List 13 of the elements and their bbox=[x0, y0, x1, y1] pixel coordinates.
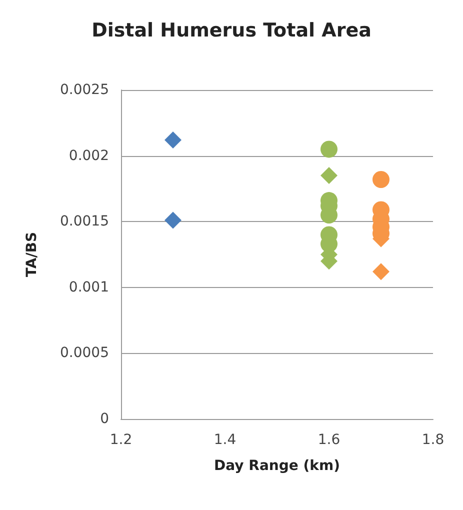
y-tick-label: 0 bbox=[100, 411, 109, 427]
y-tick-label: 0.0015 bbox=[60, 214, 109, 230]
y-tick-label: 0.002 bbox=[68, 148, 109, 164]
y-axis-title: TA/BS bbox=[24, 232, 40, 278]
y-tick-label: 0.0025 bbox=[60, 82, 109, 98]
y-tick-label: 0.0005 bbox=[60, 345, 109, 362]
x-tick-label: 1.8 bbox=[422, 432, 444, 448]
chart-title: Distal Humerus Total Area bbox=[92, 20, 372, 42]
x-tick-label: 1.6 bbox=[318, 432, 340, 448]
x-axis-title: Day Range (km) bbox=[214, 458, 340, 474]
x-tick-label: 1.2 bbox=[110, 432, 132, 448]
x-tick-label: 1.4 bbox=[214, 432, 236, 448]
y-tick-label: 0.001 bbox=[68, 279, 109, 296]
